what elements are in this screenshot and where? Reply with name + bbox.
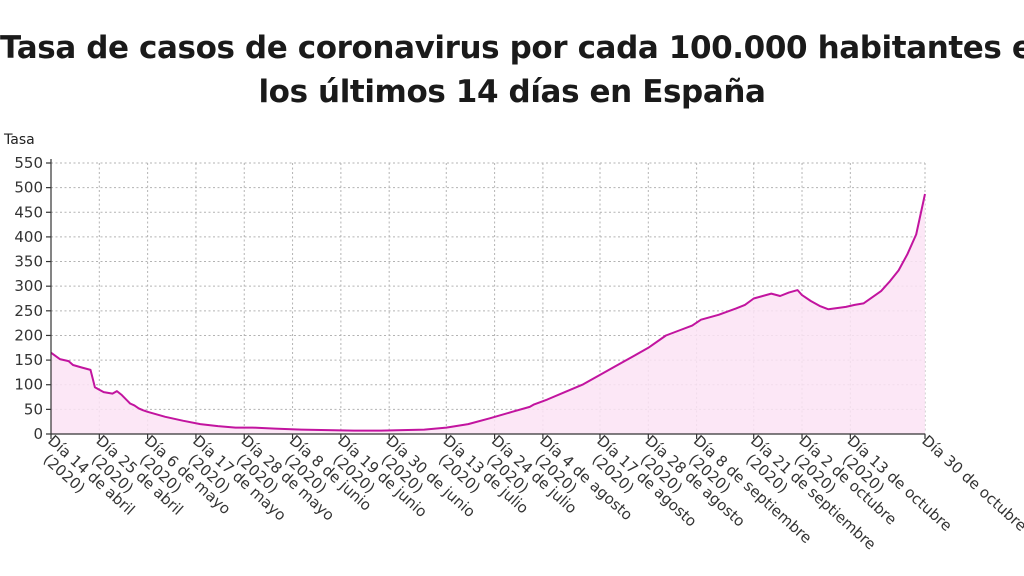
series-line	[50, 193, 926, 432]
y-tick-label: 550	[14, 154, 43, 172]
area-layer	[50, 193, 926, 434]
y-tick-label: 450	[14, 203, 43, 221]
y-tick-label: 150	[14, 351, 43, 369]
y-tick-label: 100	[14, 376, 43, 394]
y-tick-label: 500	[14, 179, 43, 197]
x-ticks: Día 14 de abril(2020) Día 25 de abril(202…	[40, 432, 1024, 554]
y-tick-label: 200	[14, 326, 43, 344]
y-tick-label: 0	[33, 425, 43, 443]
chart-title-line-1: Tasa de casos de coronavirus por cada 10…	[0, 30, 1024, 66]
chart-title: Tasa de casos de coronavirus por cada 10…	[0, 26, 1024, 114]
y-ticks: 0 50 100 150 200 250 300 350 400 450 500 550	[14, 154, 51, 443]
y-tick-label: 400	[14, 228, 43, 246]
y-tick-label: 50	[24, 400, 43, 418]
y-axis-label: Tasa	[3, 132, 35, 148]
axes	[50, 159, 925, 435]
y-tick-label: 350	[14, 253, 43, 271]
area-fill	[51, 194, 925, 434]
chart-title-line-2: los últimos 14 días en España	[258, 74, 766, 110]
y-tick-label: 300	[14, 277, 43, 295]
y-tick-label: 250	[14, 302, 43, 320]
